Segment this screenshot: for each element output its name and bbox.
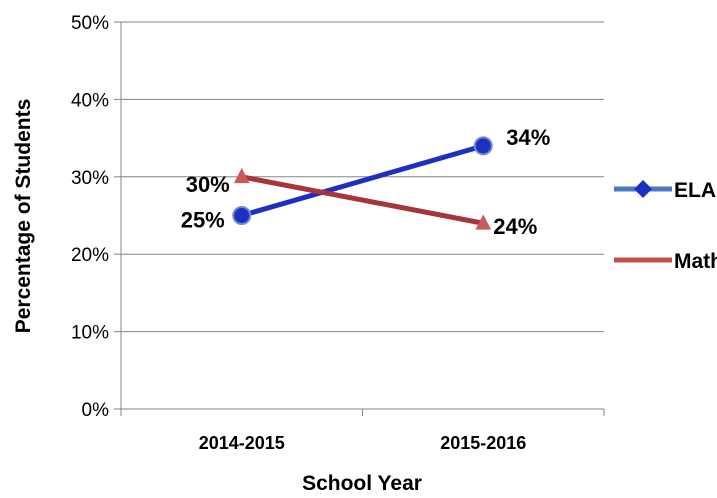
- x-tick-label: 2014-2015: [199, 433, 285, 453]
- y-tick-label: 30%: [71, 168, 109, 189]
- x-tick-label: 2015-2016: [440, 433, 526, 453]
- y-tick-label: 20%: [71, 245, 109, 266]
- legend-label-math: Math: [674, 250, 717, 273]
- data-label-ela: 25%: [181, 208, 225, 233]
- data-label-ela: 34%: [506, 125, 550, 150]
- y-axis-title: Percentage of Students: [12, 99, 35, 334]
- y-tick-label: 50%: [71, 13, 109, 34]
- x-axis-title: School Year: [302, 472, 422, 495]
- y-tick-label: 0%: [82, 400, 110, 421]
- series-line-math: [241, 174, 484, 226]
- data-label-math: 24%: [493, 214, 537, 239]
- legend-label-ela: ELA: [674, 179, 716, 202]
- legend-marker-ela: [634, 180, 652, 198]
- series-layer: 25% 34% 30% 24%: [181, 125, 551, 239]
- legend: ELA Math: [614, 179, 717, 273]
- series-line-ela: [241, 143, 484, 218]
- data-point-ela: [473, 136, 493, 156]
- y-tick-label: 10%: [71, 323, 109, 344]
- gridlines: [114, 21, 604, 410]
- x-axis-tick-labels: 2014-2015 2015-2016: [120, 409, 605, 453]
- data-point-ela: [232, 206, 252, 225]
- data-point-math: [233, 167, 250, 184]
- y-axis-tick-labels: 0% 10% 20% 30% 40% 50%: [71, 13, 109, 421]
- data-label-math: 30%: [186, 172, 230, 197]
- y-tick-label: 40%: [71, 90, 109, 111]
- data-point-math: [475, 214, 492, 230]
